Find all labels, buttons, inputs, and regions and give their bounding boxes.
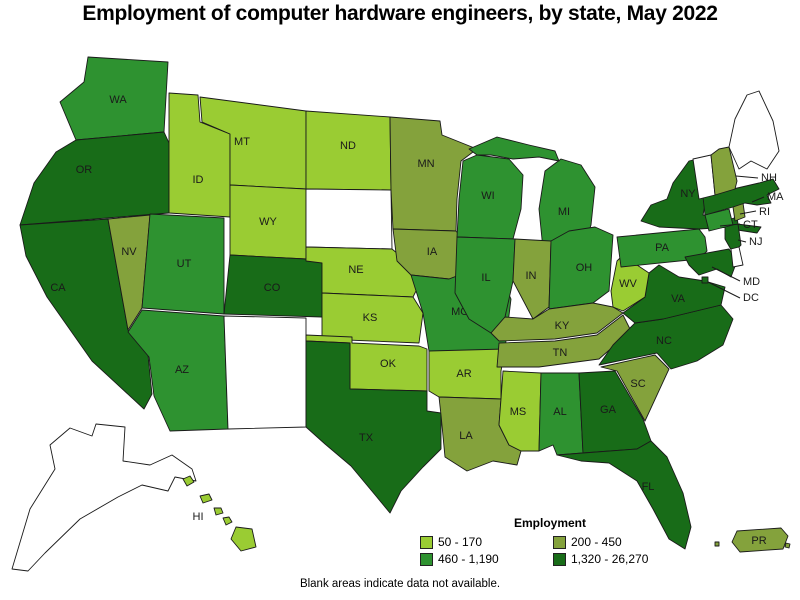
state-label-nd: ND	[340, 140, 356, 152]
state-label-wy: WY	[259, 216, 277, 228]
state-hi	[222, 516, 233, 526]
state-label-fl: FL	[642, 481, 655, 493]
legend-swatch-icon	[553, 552, 566, 566]
map-legend: Employment 50 - 170 200 - 450 460 - 1,19…	[420, 516, 720, 567]
state-pr	[714, 541, 720, 547]
state-label-in: IN	[526, 270, 537, 282]
legend-item: 200 - 450	[553, 534, 720, 550]
state-label-tn: TN	[553, 347, 568, 359]
state-ks	[321, 292, 424, 344]
state-label-va: VA	[671, 293, 686, 305]
state-label-il: IL	[481, 272, 490, 284]
state-label-tx: TX	[359, 432, 374, 444]
state-nm	[223, 315, 307, 430]
state-label-nc: NC	[656, 335, 672, 347]
state-label-md: MD	[743, 276, 760, 288]
state-label-dc: DC	[743, 292, 759, 304]
callout-leader-line	[735, 175, 759, 179]
legend-label: 50 - 170	[438, 535, 483, 549]
state-label-wv: WV	[619, 278, 637, 290]
state-label-wi: WI	[481, 190, 494, 202]
state-hi	[230, 526, 257, 552]
state-label-sc: SC	[630, 378, 645, 390]
state-fl	[556, 440, 692, 550]
state-label-ca: CA	[50, 282, 66, 294]
state-label-oh: OH	[576, 262, 593, 274]
legend-label: 200 - 450	[571, 535, 622, 549]
state-label-mn: MN	[417, 158, 434, 170]
state-label-nv: NV	[121, 246, 137, 258]
state-label-az: AZ	[175, 364, 189, 376]
map-title: Employment of computer hardware engineer…	[82, 2, 718, 25]
state-dc	[701, 276, 709, 284]
state-label-pa: PA	[655, 242, 670, 254]
state-hi	[182, 475, 195, 487]
state-label-pr: PR	[751, 535, 766, 547]
state-pr	[784, 542, 791, 549]
state-label-co: CO	[264, 282, 281, 294]
state-label-id: ID	[193, 174, 204, 186]
state-label-ma: MA	[767, 191, 784, 203]
state-label-or: OR	[76, 164, 93, 176]
state-label-wa: WA	[109, 94, 127, 106]
state-label-ct: CT	[743, 219, 758, 231]
state-ak	[11, 423, 197, 572]
state-label-ok: OK	[380, 358, 397, 370]
map-footnote: Blank areas indicate data not available.	[299, 578, 501, 590]
state-label-ut: UT	[177, 258, 192, 270]
state-ma	[702, 178, 780, 216]
callout-leader-line	[751, 196, 765, 203]
state-hi	[213, 507, 224, 516]
legend-label: 460 - 1,190	[438, 552, 499, 566]
state-label-mi: MI	[558, 206, 570, 218]
callout-leader-line	[719, 223, 741, 227]
state-label-ne: NE	[348, 264, 363, 276]
state-or	[19, 131, 170, 226]
state-label-ri: RI	[759, 206, 770, 218]
state-tx	[305, 340, 442, 514]
state-label-ny: NY	[680, 188, 696, 200]
legend-swatch-icon	[553, 535, 566, 549]
state-label-ar: AR	[456, 368, 471, 380]
state-label-nh: NH	[761, 172, 777, 184]
legend-swatch-icon	[420, 535, 433, 549]
state-sc	[600, 354, 670, 422]
legend-item: 50 - 170	[420, 534, 553, 550]
legend-swatch-icon	[420, 552, 433, 566]
state-nh	[710, 146, 738, 196]
state-label-ky: KY	[555, 320, 570, 332]
state-label-ia: IA	[427, 246, 438, 258]
state-label-hi: HI	[193, 511, 204, 523]
callout-leader-line	[711, 266, 741, 282]
state-mi	[468, 136, 560, 162]
state-label-ga: GA	[600, 404, 617, 416]
state-va	[622, 264, 726, 324]
callout-leader-line	[737, 239, 747, 243]
state-label-al: AL	[553, 406, 566, 418]
state-sd	[305, 188, 393, 250]
state-hi	[199, 493, 213, 504]
legend-item: 1,320 - 26,270	[553, 551, 720, 567]
state-label-ks: KS	[363, 312, 378, 324]
state-mn	[389, 116, 478, 232]
callout-leader-line	[739, 210, 757, 215]
state-de	[730, 246, 744, 268]
state-label-nj: NJ	[749, 236, 762, 248]
state-label-ms: MS	[510, 406, 527, 418]
state-label-mt: MT	[234, 136, 250, 148]
legend-item: 460 - 1,190	[420, 551, 553, 567]
state-in	[512, 238, 552, 320]
legend-grid: 50 - 170 200 - 450 460 - 1,190 1,320 - 2…	[420, 534, 720, 567]
state-wi	[456, 154, 524, 240]
legend-label: 1,320 - 26,270	[571, 552, 649, 566]
state-label-la: LA	[459, 430, 473, 442]
state-pr	[731, 527, 789, 553]
callout-leader-line	[707, 281, 741, 299]
state-me	[728, 90, 780, 170]
legend-title: Employment	[513, 516, 586, 530]
